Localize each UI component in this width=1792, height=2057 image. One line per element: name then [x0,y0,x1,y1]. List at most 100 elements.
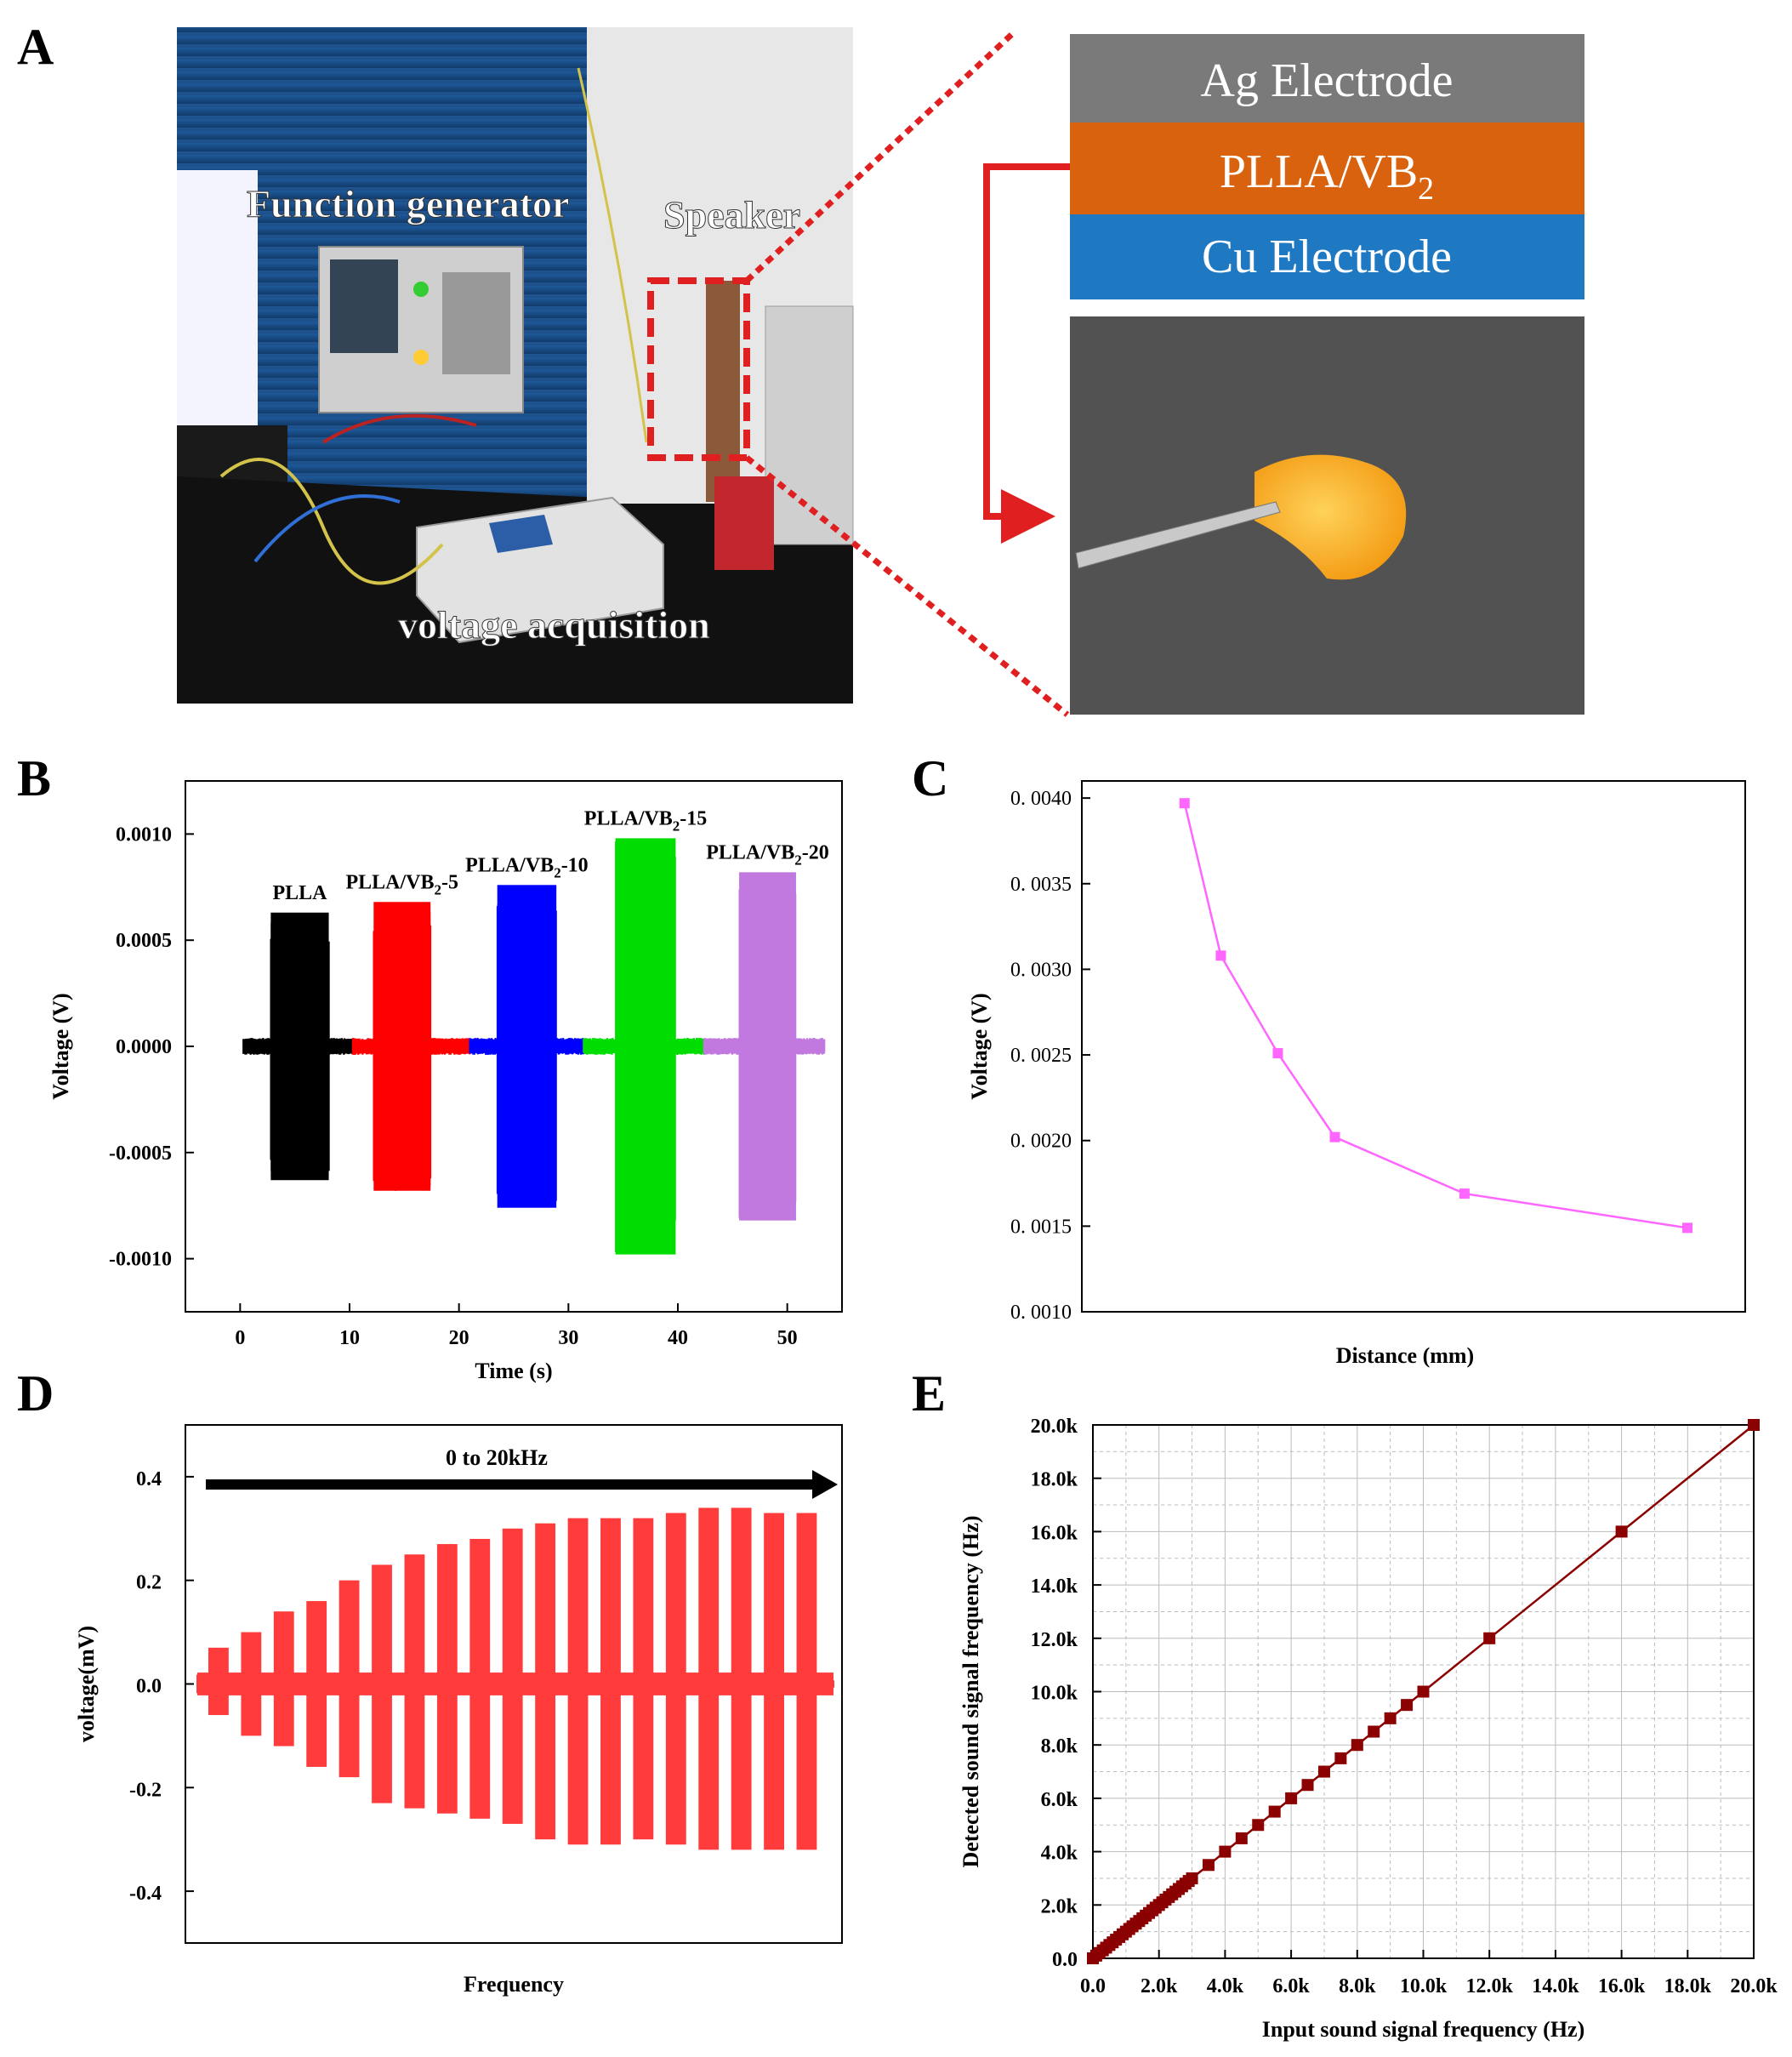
range-title: 0 to 20kHz [446,1445,548,1470]
label-voltage-acquisition: voltage acquisition [398,603,710,647]
layer-stack: Ag Electrode PLLA/VB2 Cu Electrode [1070,34,1584,299]
x-tick-label: 20.0k [1730,1975,1778,1997]
y-tick-label: -0.2 [129,1779,162,1801]
chart-b: 0.0010 0.0005 0.0000 -0.0005 -0.0010 0 10 20 30 4… [48,780,843,1383]
series-label-main: PLLA [272,882,327,904]
x-tick-label: 50 [777,1327,798,1349]
data-point [1235,1832,1248,1844]
data-point [1351,1739,1363,1752]
y-tick-label: 12.0k [1031,1629,1078,1651]
data-point [1384,1712,1397,1724]
burst-bar [338,1580,360,1778]
series-label-sub: 2 [435,881,442,897]
zoom-line-bottom [744,455,1070,717]
data-point [1748,1419,1760,1431]
data-point [1682,1222,1692,1234]
y-axis-label: Voltage (V) [967,993,992,1099]
layer-plla-vb2 [1070,123,1584,214]
y-tick-label: 0.4 [136,1468,162,1490]
film-photo [1070,316,1584,715]
layer-label-ag: Ag Electrode [1201,54,1454,107]
setup-photo: Function generator Speaker voltage acqui… [177,27,854,704]
zoom-line-top [744,31,1015,283]
data-point [1317,1765,1330,1778]
series-label-PLLA/VB2-10: PLLA/VB2-10 [465,854,589,880]
burst-bar [665,1513,686,1845]
x-tick-label: 8.0k [1339,1975,1376,1997]
y-tick-label: 0.0000 [116,1036,172,1058]
x-tick-label: 30 [558,1327,578,1349]
x-axis-label: Distance (mm) [1336,1343,1474,1368]
series-label-sub: 2 [794,852,802,868]
burst-bar [698,1507,720,1850]
plot-frame [1081,780,1746,1313]
burst-PLLA/VB2-10 [497,885,557,1208]
y-tick-label: 4.0k [1041,1843,1078,1865]
y-tick-label: 0. 0025 [1010,1045,1072,1067]
x-tick-label: 6.0k [1272,1975,1310,1997]
x-tick-label: 40 [668,1327,688,1349]
burst-bar [600,1518,621,1845]
burst-bar [567,1518,589,1845]
panel-letter-d: D [17,1365,54,1422]
chart-c: 0. 0010 0. 0015 0. 0020 0. 0025 0. 0030 0. 00… [967,780,1746,1368]
data-point [1186,1872,1198,1884]
x-tick-label: 14.0k [1532,1975,1579,1997]
burst-bar [208,1647,229,1716]
x-axis-label: Frequency [464,1972,564,1997]
y-tick-label: 18.0k [1031,1469,1078,1491]
burst-PLLA [270,912,329,1181]
panel-letter-b: B [17,750,51,806]
layer-cu-electrode [1070,214,1584,299]
data-point [1252,1819,1265,1832]
y-tick-label: 0.0005 [116,930,172,952]
series-label-PLLA/VB2-20: PLLA/VB2-20 [706,841,829,868]
layer-label-cu: Cu Electrode [1202,231,1452,283]
series-label-suffix: -15 [680,807,707,829]
data-point [1459,1188,1470,1199]
chart-d: 0.4 0.2 0.0 -0.2 -0.4 Frequency voltage(mV) 0 t… [74,1424,843,1997]
panel-letter-e: E [912,1365,946,1422]
series-label-sub: 2 [673,818,680,834]
y-tick-label: 0. 0035 [1010,874,1072,896]
series-line [1183,802,1688,1229]
series-label-suffix: -20 [802,841,829,863]
y-tick-label: 8.0k [1041,1735,1078,1758]
burst-bar [731,1507,752,1850]
range-arrow-head [812,1470,838,1499]
data-point [1483,1632,1496,1644]
x-tick-label: 16.0k [1598,1975,1646,1997]
x-tick-label: 10.0k [1400,1975,1448,1997]
x-tick-label: 4.0k [1207,1975,1244,1997]
x-tick-label: 12.0k [1466,1975,1514,1997]
data-point [1615,1525,1628,1538]
series-label-main: PLLA/VB [346,871,435,893]
x-tick-label: 2.0k [1141,1975,1178,1997]
burst-bar [535,1523,556,1840]
data-point [1301,1779,1314,1792]
series-label-PLLA: PLLA [272,882,327,904]
y-tick-label: 0.0 [1052,1949,1078,1971]
burst-bar [764,1513,784,1850]
burst-bar [436,1544,458,1814]
data-point [1272,1048,1283,1059]
data-point [1268,1805,1281,1818]
burst-bar [306,1601,327,1767]
series-label-main: PLLA/VB [706,841,794,863]
burst-PLLA/VB2-20 [739,872,796,1221]
x-tick-label: 10 [339,1327,360,1349]
data-point [1179,798,1190,809]
y-tick-label: 0. 0030 [1010,959,1072,981]
y-tick-label: 0.2 [136,1572,162,1594]
y-tick-label: 2.0k [1041,1895,1078,1917]
data-point [1368,1725,1380,1738]
y-tick-label: 14.0k [1031,1576,1078,1598]
panel-letter-c: C [912,750,948,806]
series-label-main: PLLA/VB [584,807,673,829]
y-tick-label: 0. 0020 [1010,1131,1072,1153]
series-label-main: PLLA/VB [465,854,554,876]
y-tick-label: 0.0 [136,1676,162,1698]
series-label-PLLA/VB2-5: PLLA/VB2-5 [346,871,459,897]
series-label-sub: 2 [554,864,561,880]
layer-ag-electrode [1070,34,1584,123]
